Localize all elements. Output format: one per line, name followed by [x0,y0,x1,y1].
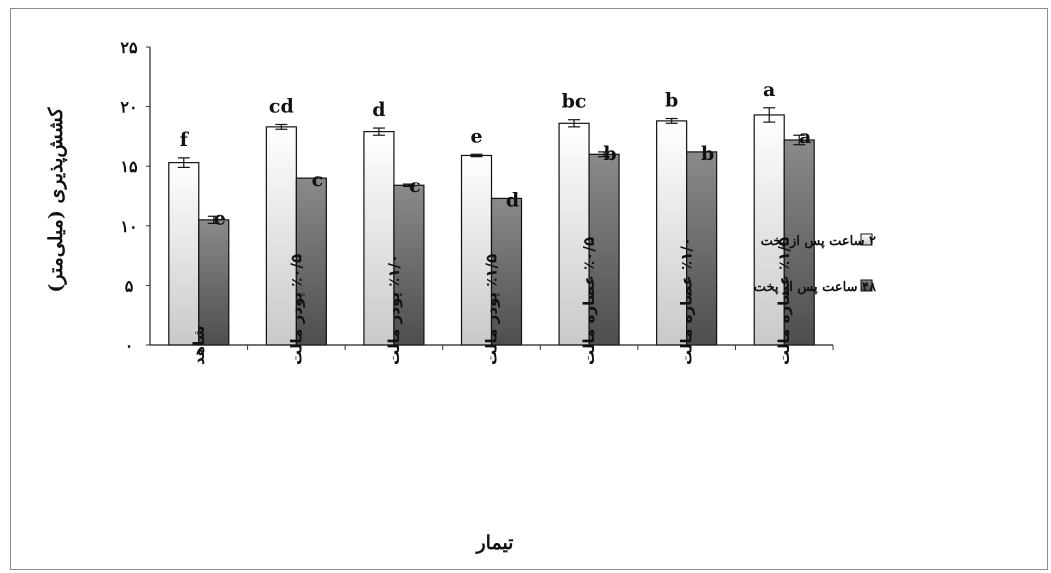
legend-swatch [860,233,873,246]
x-tick-label: ٪۱/۵ پودر مالت [483,254,502,365]
bar [295,177,327,346]
x-tick-label: ٪۰/۵ پودر مالت [287,254,306,365]
y-axis-ticks: ۰ ۵ ۱۰ ۱۵ ۲۰ ۲۵ [120,38,150,355]
y-tick-label: ۱۰ [120,217,137,236]
legend-label: ۲ ساعت پس از پخت [761,234,876,249]
significance-letter: c [409,175,421,197]
y-axis-label: کشش‌پذیری (میلی‌متر) [45,106,67,292]
bar [363,131,395,346]
x-tick-label: ٪۰/۵ عصاره مالت [580,237,598,365]
x-tick-label: شاهد [190,326,208,365]
legend-swatch [860,279,873,292]
significance-letter: d [372,99,385,121]
y-tick-label: ۲۵ [120,38,138,57]
significance-letter: e [214,207,226,229]
bar [753,114,785,346]
significance-letter: b [603,143,616,165]
bar [490,197,523,346]
significance-letter: b [701,143,714,165]
x-axis-categories: شاهد ٪۰/۵ پودر مالت ٪۱/۰ پودر مالت ٪۱/۵ پود… [190,237,793,365]
significance-letter: cd [269,95,294,117]
bar [558,122,590,346]
significance-letter: a [799,126,811,148]
bar [168,162,200,346]
axes [149,47,834,350]
bar [588,153,620,346]
x-tick-label: ٪۱/۰ عصاره مالت [678,237,696,365]
significance-letter: d [506,189,519,211]
y-tick-label: ۱۵ [120,157,138,176]
legend: ۲ ساعت پس از پخت ۴۸ ساعت پس از پخت [754,233,877,295]
bar [265,126,297,346]
bar [460,154,493,346]
x-tick-label: ٪۱/۰ پودر مالت [385,254,404,365]
y-tick-label: ۲۰ [120,98,137,117]
x-axis-label: تیمار [475,532,514,554]
bar [198,219,230,346]
significance-letter: c [312,169,324,191]
x-tick-label: ٪۱/۵ عصاره مالت [775,237,793,365]
bar [783,139,815,346]
y-tick-label: ۵ [125,276,134,295]
significance-letter: e [470,125,482,147]
legend-label: ۴۸ ساعت پس از پخت [754,280,877,295]
significance-letter: bc [562,91,587,113]
y-tick-label: ۰ [125,336,134,355]
significance-letter: b [665,90,678,112]
bar [656,120,688,346]
chart-frame [10,8,1048,570]
significance-letter: a [763,79,775,101]
significance-letter: f [180,129,190,151]
